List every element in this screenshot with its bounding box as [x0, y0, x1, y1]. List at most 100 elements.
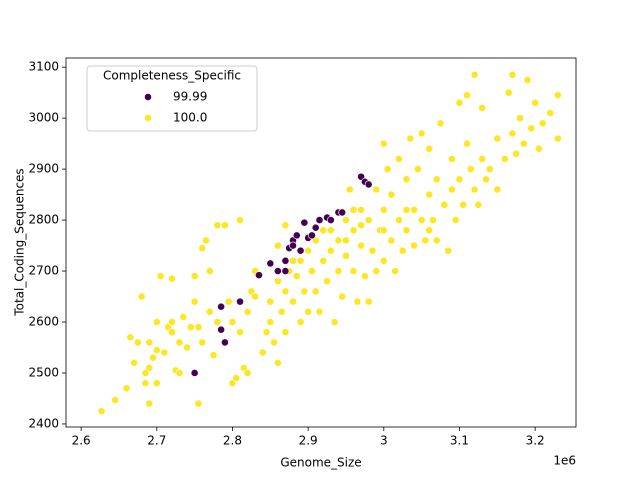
- point: [425, 226, 434, 235]
- point: [130, 358, 139, 367]
- point: [395, 155, 403, 163]
- point: [406, 134, 415, 143]
- point: [553, 91, 562, 100]
- point: [281, 267, 290, 275]
- point: [224, 297, 233, 306]
- point: [281, 256, 290, 265]
- x-tick-label: 2.6: [72, 434, 91, 448]
- point: [387, 190, 396, 199]
- point: [141, 369, 150, 377]
- point: [391, 267, 400, 275]
- point: [145, 399, 154, 408]
- point: [122, 384, 131, 393]
- point: [281, 287, 290, 296]
- point: [546, 109, 555, 117]
- point: [508, 129, 517, 138]
- point: [455, 175, 464, 184]
- point: [440, 200, 449, 209]
- x-tick-label: 3.1: [450, 434, 469, 448]
- points: [97, 70, 562, 416]
- point: [436, 119, 445, 128]
- point: [160, 348, 169, 357]
- point: [395, 216, 403, 224]
- point: [228, 318, 237, 326]
- y-tick-label: 2600: [28, 315, 59, 329]
- point: [364, 180, 373, 189]
- point: [175, 338, 184, 347]
- point: [152, 346, 161, 354]
- point: [364, 216, 373, 224]
- point: [432, 175, 441, 184]
- point: [448, 155, 456, 163]
- point: [463, 139, 471, 148]
- point: [281, 221, 290, 230]
- point: [402, 205, 411, 214]
- point: [398, 246, 407, 255]
- point: [289, 297, 297, 306]
- point: [402, 226, 411, 235]
- legend-label: 99.99: [173, 90, 207, 104]
- x-tick-label: 2.7: [147, 434, 166, 448]
- point: [413, 165, 422, 174]
- legend-marker: [144, 114, 152, 122]
- point: [470, 70, 479, 79]
- point: [319, 256, 328, 265]
- point: [516, 114, 524, 123]
- point: [338, 292, 347, 301]
- axes-frame: [65, 57, 577, 428]
- point: [323, 277, 331, 286]
- point: [372, 185, 381, 194]
- point: [512, 149, 521, 158]
- point: [448, 185, 456, 194]
- point: [372, 267, 381, 275]
- point: [538, 119, 547, 128]
- point: [133, 338, 142, 347]
- point: [194, 399, 203, 408]
- point: [535, 144, 543, 153]
- point: [338, 208, 347, 217]
- y-axis-label: Total_Coding_Sequences: [13, 168, 27, 316]
- point: [300, 287, 309, 296]
- point: [334, 267, 343, 275]
- point: [353, 297, 362, 306]
- point: [523, 76, 532, 84]
- point: [478, 155, 487, 163]
- point: [368, 246, 377, 255]
- point: [152, 379, 161, 388]
- x-tick-label: 3.2: [526, 434, 545, 448]
- point: [281, 328, 290, 337]
- point: [482, 175, 490, 184]
- point: [334, 236, 343, 245]
- point: [304, 246, 313, 255]
- point: [156, 272, 165, 281]
- point: [432, 236, 441, 245]
- point: [360, 272, 369, 281]
- point: [364, 297, 373, 306]
- legend-title: Completeness_Specific: [103, 69, 241, 83]
- legend-marker: [144, 93, 152, 101]
- point: [152, 318, 161, 326]
- point: [349, 205, 358, 214]
- point: [417, 129, 426, 138]
- point: [300, 218, 309, 227]
- point: [379, 139, 388, 148]
- point: [379, 256, 388, 265]
- point: [111, 396, 120, 404]
- point: [289, 256, 297, 265]
- point: [205, 267, 214, 275]
- legend-label: 100.0: [173, 111, 207, 125]
- point: [145, 338, 154, 347]
- point: [190, 369, 199, 377]
- point: [270, 338, 278, 347]
- point: [455, 98, 464, 107]
- point: [493, 134, 502, 143]
- point: [357, 205, 366, 214]
- point: [209, 351, 218, 360]
- point: [190, 272, 199, 281]
- point: [190, 297, 199, 306]
- point: [296, 318, 305, 326]
- x-axis-label: Genome_Size: [280, 456, 361, 470]
- point: [243, 369, 252, 377]
- point: [308, 231, 316, 240]
